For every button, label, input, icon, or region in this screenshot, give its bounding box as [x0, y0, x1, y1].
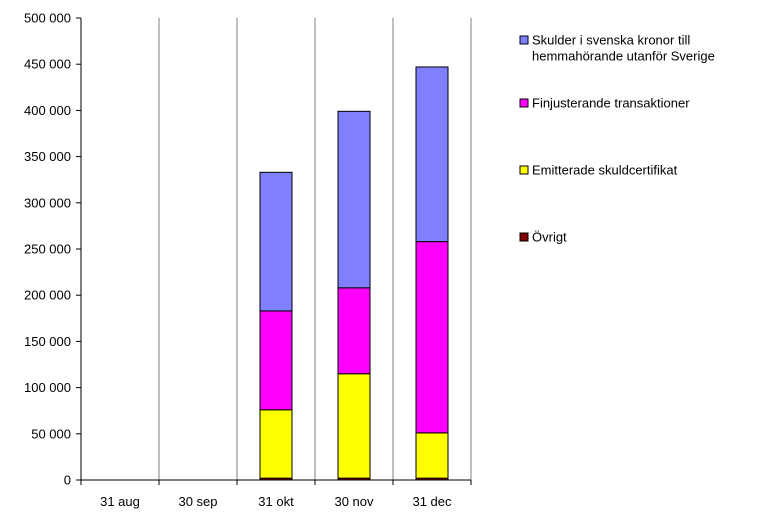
legend-swatch [519, 35, 529, 45]
legend-label: hemmahörande utanför Sverige [532, 49, 715, 64]
legend-swatch [519, 232, 529, 242]
legend-label: Emitterade skuldcertifikat [532, 163, 678, 178]
x-tick-label: 31 okt [258, 494, 294, 509]
y-tick-label: 100 000 [24, 380, 71, 395]
y-tick-label: 300 000 [24, 195, 71, 210]
x-tick-label: 31 dec [412, 494, 452, 509]
y-tick-label: 50 000 [31, 426, 71, 441]
y-tick-label: 200 000 [24, 288, 71, 303]
y-tick-label: 0 [64, 473, 71, 488]
bar-segment-3 [337, 287, 371, 375]
y-tick-label: 450 000 [24, 57, 71, 72]
bar-segment-4 [337, 110, 371, 289]
y-tick-label: 500 000 [24, 11, 71, 26]
legend-swatch [519, 165, 529, 175]
bar-segment-2 [415, 432, 449, 479]
bar-segment-3 [415, 241, 449, 434]
legend-label: Skulder i svenska kronor till [532, 33, 690, 48]
legend-label: Finjusterande transaktioner [532, 96, 690, 111]
x-tick-label: 31 aug [100, 494, 140, 509]
x-tick-label: 30 nov [334, 494, 374, 509]
legend-label: Övrigt [532, 230, 567, 245]
y-tick-label: 350 000 [24, 149, 71, 164]
bar-segment-4 [259, 171, 293, 312]
y-tick-label: 250 000 [24, 242, 71, 257]
bar-segment-4 [415, 66, 449, 243]
legend-swatch [519, 98, 529, 108]
bar-segment-2 [337, 373, 371, 479]
bar-segment-3 [259, 310, 293, 411]
x-tick-label: 30 sep [178, 494, 217, 509]
y-tick-label: 150 000 [24, 334, 71, 349]
y-tick-label: 400 000 [24, 103, 71, 118]
bar-segment-2 [259, 409, 293, 479]
